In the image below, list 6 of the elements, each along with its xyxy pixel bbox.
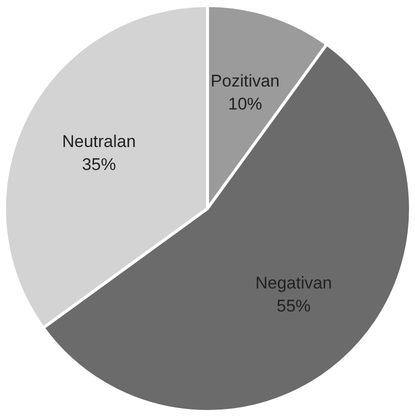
data-label: 10%	[228, 94, 262, 114]
slice-label: Neutralan	[62, 132, 136, 151]
data-label: 55%	[276, 296, 311, 316]
slice-label: Negativan	[255, 273, 332, 292]
data-label: 35%	[82, 154, 116, 174]
slice-label: Pozitivan	[210, 71, 280, 90]
